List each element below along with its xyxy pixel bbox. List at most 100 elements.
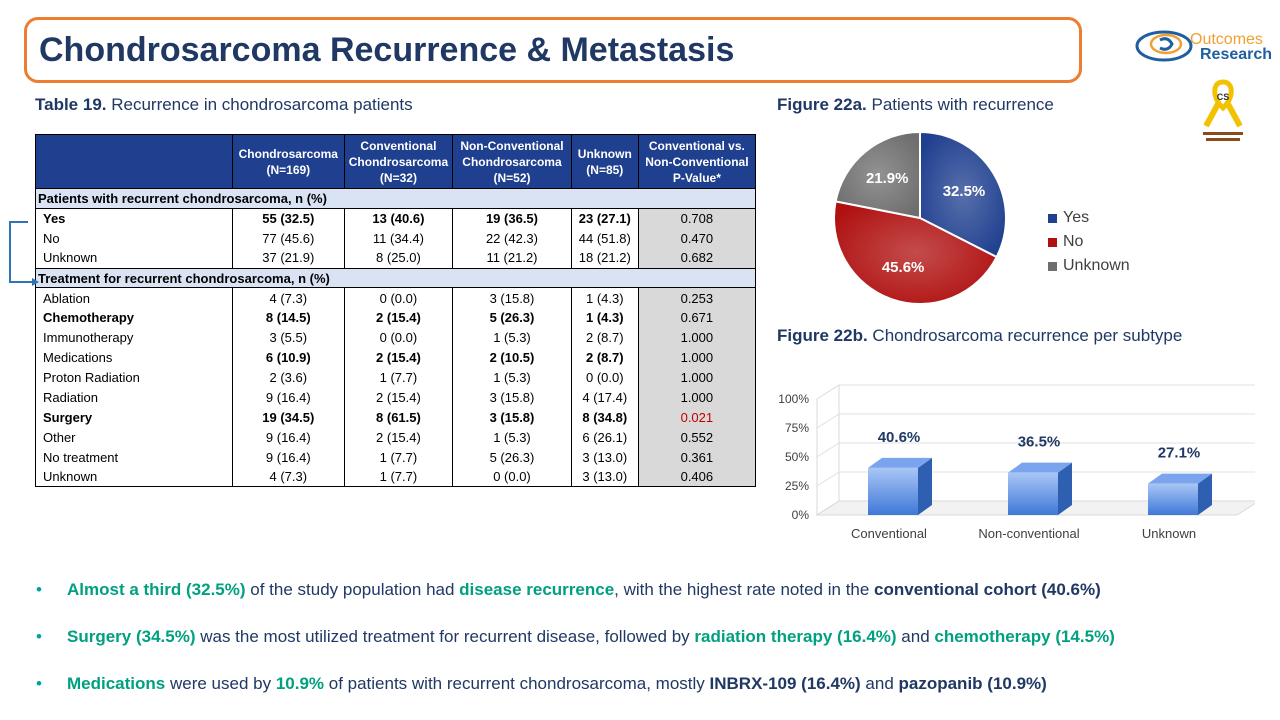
- table-row: Radiation 9 (16.4) 2 (15.4) 3 (15.8) 4 (17.4…: [35, 387, 757, 408]
- table-cell: 55 (32.5): [231, 208, 345, 229]
- bullet-text: chemotherapy (14.5%): [934, 627, 1115, 646]
- x-tick-label: Conventional: [851, 526, 927, 541]
- bullet-text: 10.9%: [275, 674, 325, 693]
- bullet-dot-icon: •: [36, 580, 42, 599]
- legend-item: Yes: [1048, 206, 1130, 230]
- bar-caption: Figure 22b. Chondrosarcoma recurrence pe…: [777, 326, 1182, 346]
- table-cell: 1 (4.3): [570, 307, 639, 328]
- pie-slice: [919, 130, 1007, 259]
- bullet-text: were used by: [165, 674, 276, 693]
- row-label: Radiation: [35, 387, 233, 408]
- table-row: No 77 (45.6) 11 (34.4) 22 (42.3) 44 (51.8) 0.…: [35, 228, 757, 249]
- x-tick-label: Unknown: [1142, 526, 1196, 541]
- legend-label: No: [1063, 233, 1084, 250]
- table-cell: 9 (16.4): [231, 387, 345, 408]
- table-section-row: Treatment for recurrent chondrosarcoma, …: [35, 267, 756, 289]
- row-label: Medications: [35, 347, 233, 368]
- bracket-arrow-icon: [9, 221, 39, 286]
- y-tick-label: 50%: [785, 450, 809, 464]
- p-value-cell: 0.682: [637, 248, 757, 269]
- section-title: Treatment for recurrent chondrosarcoma, …: [35, 267, 756, 289]
- row-label: Other: [35, 427, 233, 448]
- x-tick-label: Non-conventional: [978, 526, 1079, 541]
- table-cell: 4 (7.3): [231, 287, 345, 308]
- recurrence-pie-chart: 32.5% 45.6% 21.9%: [833, 130, 1007, 305]
- table-cell: 3 (15.8): [452, 407, 572, 428]
- table-caption-number: Table 19.: [35, 95, 107, 114]
- table-cell: 77 (45.6): [231, 228, 345, 249]
- bullet-item: • Surgery (34.5%) was the most utilized t…: [36, 627, 1115, 647]
- row-label: Chemotherapy: [35, 307, 233, 328]
- y-tick-label: 75%: [785, 421, 809, 435]
- p-value-cell: 1.000: [637, 327, 757, 348]
- p-value-cell: 1.000: [637, 347, 757, 368]
- row-label: Ablation: [35, 287, 233, 308]
- table-caption: Table 19. Recurrence in chondrosarcoma p…: [35, 95, 413, 115]
- table-cell: 3 (5.5): [231, 327, 345, 348]
- table-cell: 1 (5.3): [452, 367, 572, 388]
- logo-line2: Research: [1200, 46, 1273, 63]
- gridline: [816, 442, 1255, 458]
- table-header-row: Chondrosarcoma (N=169) Conventional Chond…: [35, 134, 757, 189]
- bar-caption-text: Chondrosarcoma recurrence per subtype: [867, 326, 1183, 345]
- legend-item: Unknown: [1048, 254, 1130, 278]
- table-cell: 3 (15.8): [452, 287, 572, 308]
- table-header-cell: Unknown (N=85): [570, 134, 639, 189]
- p-value-cell: 0.253: [637, 287, 757, 308]
- table-cell: 4 (17.4): [570, 387, 639, 408]
- table-cell: 2 (10.5): [452, 347, 572, 368]
- bullet-text: of patients with recurrent chondrosarcom…: [324, 674, 710, 693]
- table-cell: 1 (7.7): [343, 447, 454, 467]
- row-label: No treatment: [35, 447, 233, 467]
- table-row: Medications 6 (10.9) 2 (15.4) 2 (10.5) 2 (8.…: [35, 347, 757, 368]
- table-cell: 2 (8.7): [570, 347, 639, 368]
- table-cell: 22 (42.3): [452, 228, 572, 249]
- table-cell: 4 (7.3): [231, 466, 345, 488]
- y-tick-label: 25%: [785, 479, 809, 493]
- legend-item: No: [1048, 230, 1130, 254]
- subtype-bar-chart: 0% 25% 50% 75% 100% 40.6% Conventional 36.5% Non…: [778, 384, 1255, 541]
- table-cell: 2 (15.4): [343, 427, 454, 448]
- gridline: [816, 413, 1255, 429]
- row-label: Unknown: [35, 248, 233, 269]
- table-row: No treatment 9 (16.4) 1 (7.7) 5 (26.3) 3 (13…: [35, 447, 757, 467]
- recurrence-table: Chondrosarcoma (N=169) Conventional Chond…: [35, 134, 757, 488]
- bullet-item: • Almost a third (32.5%) of the study pop…: [36, 580, 1101, 600]
- row-label: Immunotherapy: [35, 327, 233, 348]
- outcomes-research-logo-icon: [1135, 30, 1193, 62]
- y-tick-label: 0%: [792, 508, 810, 522]
- pie-data-label: 32.5%: [943, 183, 986, 200]
- legend-label: Unknown: [1063, 257, 1130, 274]
- bullet-text: was the most utilized treatment for recu…: [195, 627, 695, 646]
- table-cell: 19 (34.5): [231, 407, 345, 428]
- bullet-text: INBRX-109 (16.4%): [709, 674, 861, 693]
- table-cell: 0 (0.0): [343, 287, 454, 308]
- table-header-cell: Conventional Chondrosarcoma (N=32): [343, 134, 454, 189]
- table-cell: 5 (26.3): [452, 447, 572, 467]
- table-caption-text: Recurrence in chondrosarcoma patients: [106, 95, 413, 114]
- legend-swatch: [1048, 213, 1057, 223]
- table-cell: 18 (21.2): [570, 248, 639, 269]
- table-cell: 6 (10.9): [231, 347, 345, 368]
- table-cell: 1 (4.3): [570, 287, 639, 308]
- legend-swatch: [1048, 237, 1057, 247]
- bullet-text: Almost a third (32.5%): [67, 580, 246, 599]
- bullet-text: Medications: [67, 674, 166, 693]
- p-value-cell: 0.470: [637, 228, 757, 249]
- table-cell: 9 (16.4): [231, 447, 345, 467]
- ribbon-badge-icon: CS: [1203, 79, 1243, 141]
- bullet-dot-icon: •: [36, 674, 42, 693]
- table-cell: 2 (8.7): [570, 327, 639, 348]
- p-value-cell: 0.406: [637, 466, 757, 488]
- bullet-text: conventional cohort (40.6%): [874, 580, 1101, 599]
- table-cell: 2 (15.4): [343, 347, 454, 368]
- p-value-cell: 0.361: [637, 447, 757, 467]
- table-row: Ablation 4 (7.3) 0 (0.0) 3 (15.8) 1 (4.3) 0.2…: [35, 287, 757, 308]
- table-cell: 8 (61.5): [343, 407, 454, 428]
- pie-caption-number: Figure 22a.: [777, 95, 867, 114]
- table-header-cell: Chondrosarcoma (N=169): [231, 134, 345, 189]
- pie-caption: Figure 22a. Patients with recurrence: [777, 95, 1054, 115]
- bullet-text: and: [896, 627, 935, 646]
- pie-caption-text: Patients with recurrence: [866, 95, 1054, 114]
- table-cell: 1 (5.3): [452, 427, 572, 448]
